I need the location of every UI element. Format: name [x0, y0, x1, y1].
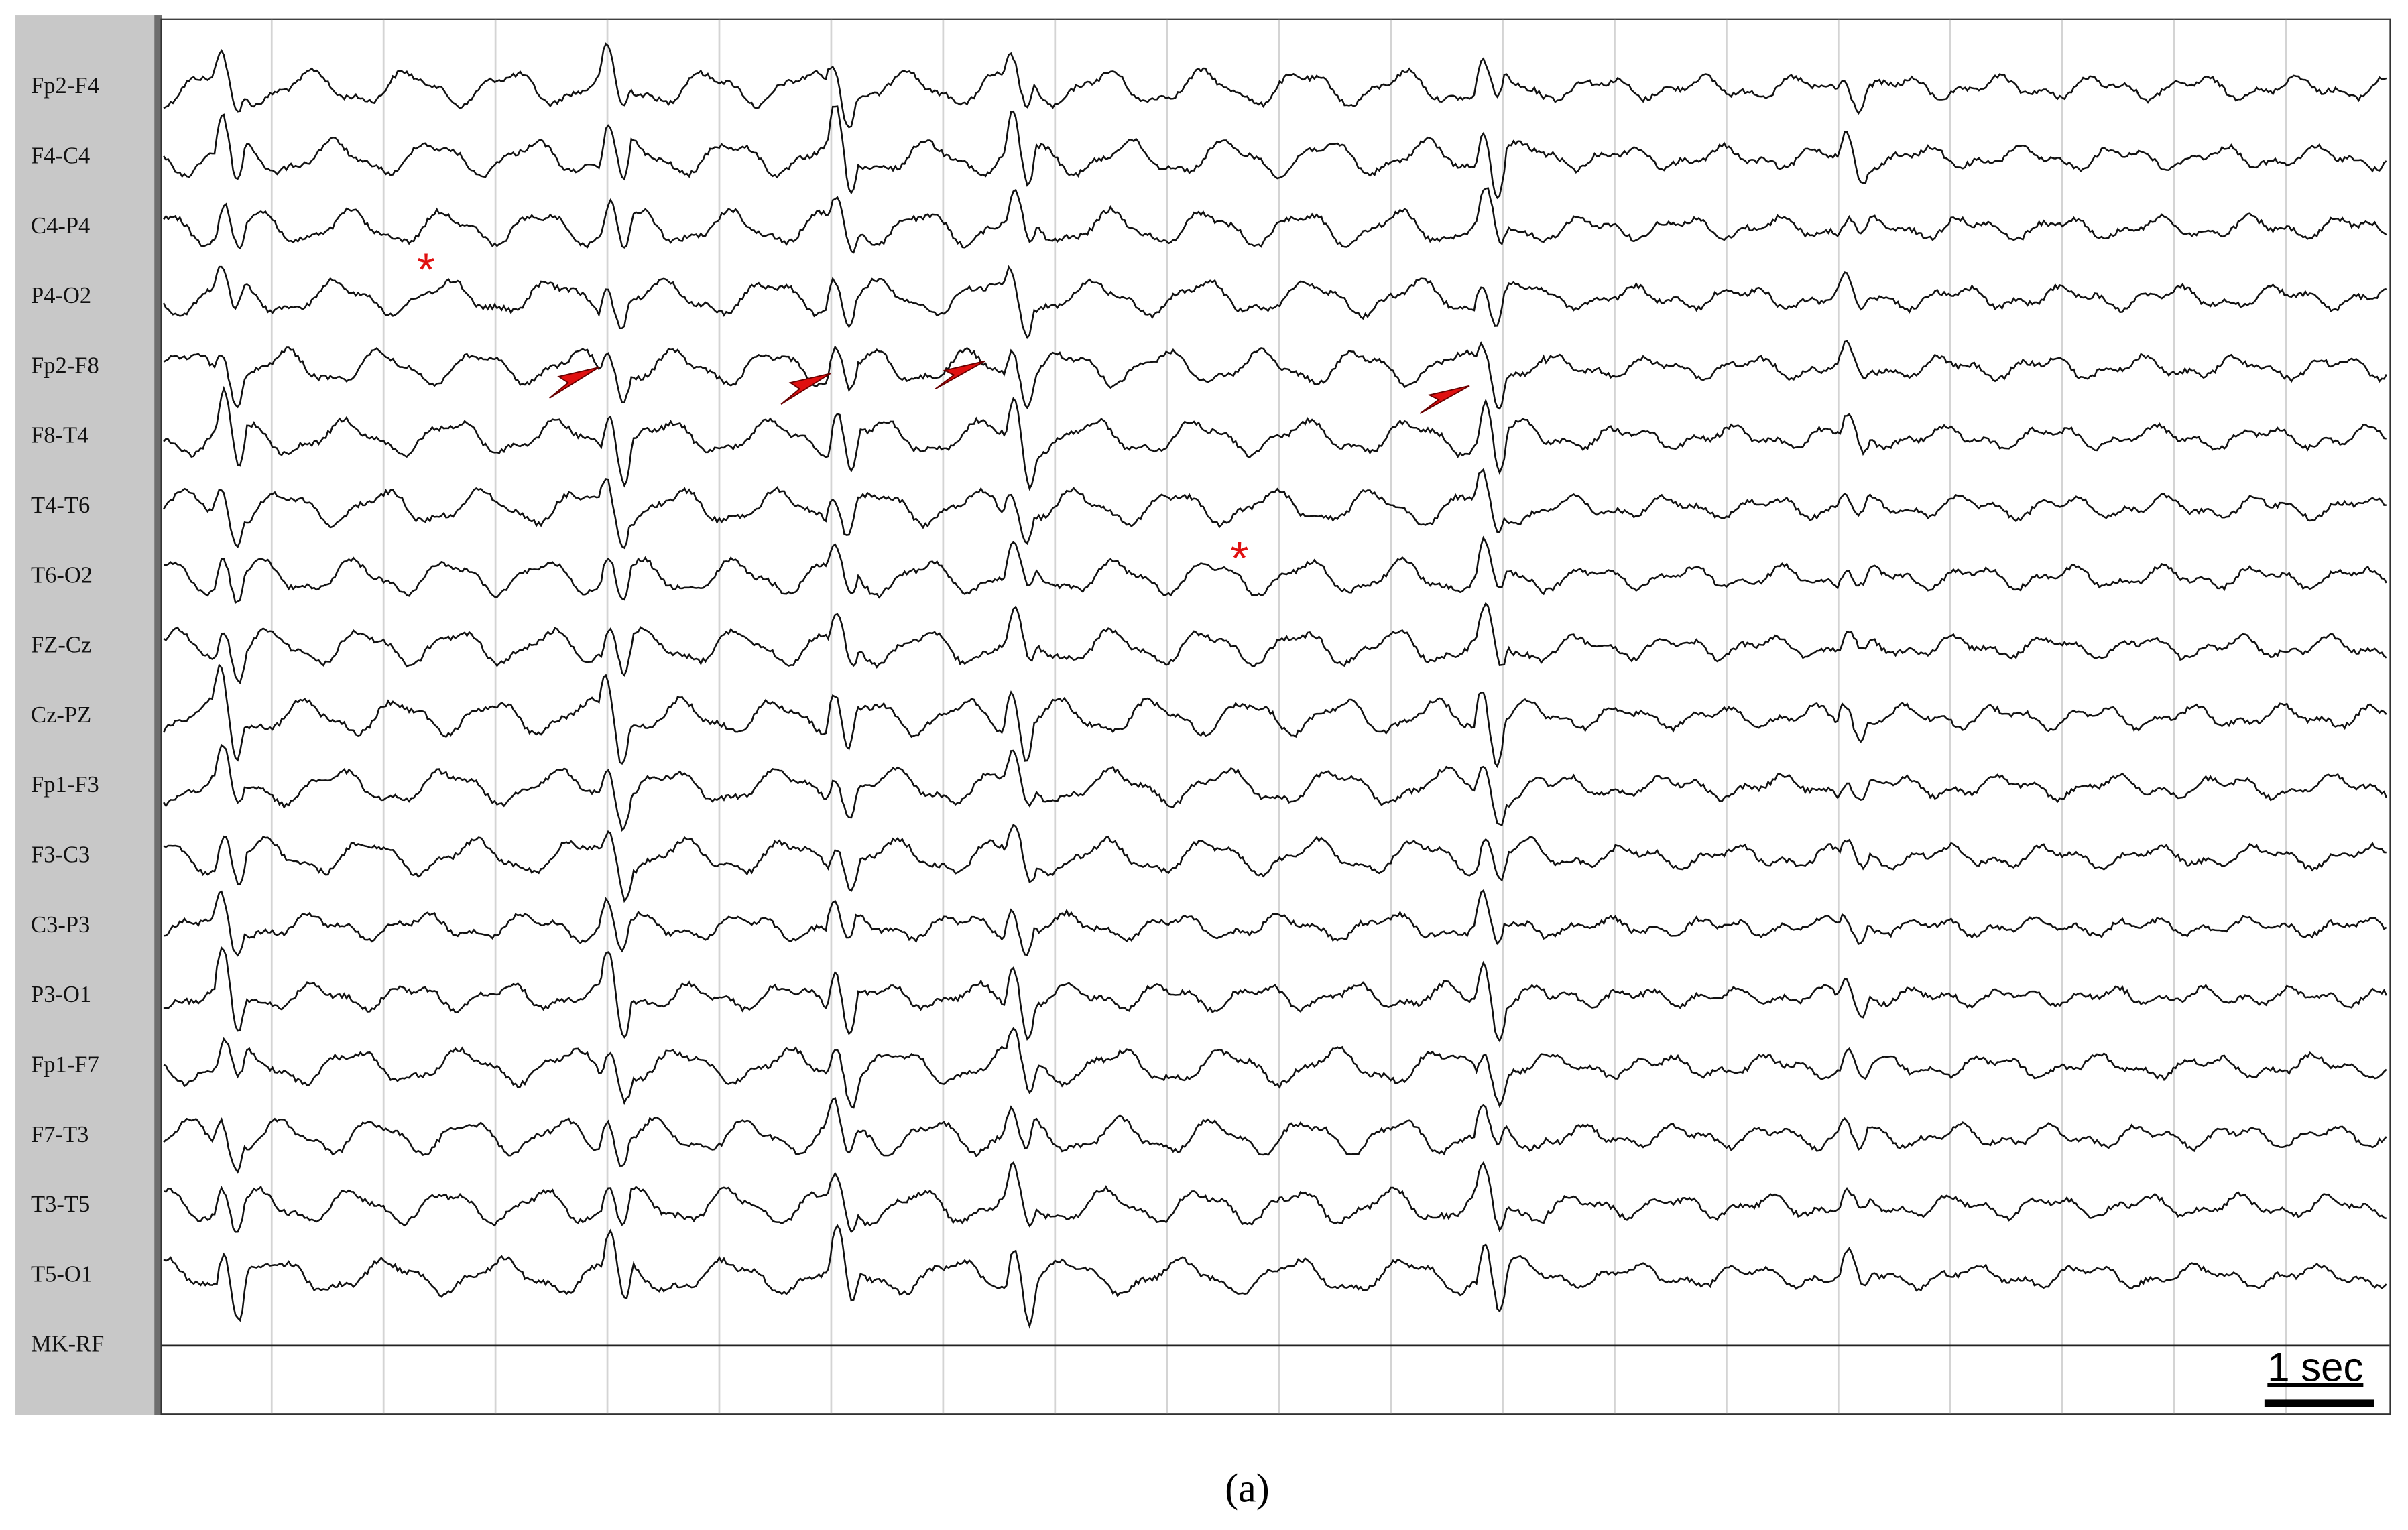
- label-panel: [15, 15, 158, 1415]
- eeg-trace: [164, 535, 2387, 604]
- panel-label: (a): [1225, 1466, 1269, 1510]
- arrowhead: [1419, 385, 1470, 414]
- traces: [162, 42, 2387, 1329]
- eeg-trace: [163, 105, 2387, 200]
- eeg-trace: [162, 468, 2387, 550]
- asterisk: *: [1231, 531, 1249, 584]
- channel-label: F8-T4: [31, 423, 88, 448]
- channel-label: T3-T5: [31, 1192, 90, 1217]
- channel-label: Fp1-F7: [31, 1051, 99, 1077]
- plot-frame: [160, 18, 2391, 1415]
- eeg-trace: [162, 265, 2387, 340]
- channel-label: Fp1-F3: [31, 772, 99, 798]
- channel-label: F3-C3: [31, 842, 90, 868]
- channel-label: T5-O1: [31, 1261, 93, 1287]
- panel-divider: [154, 15, 162, 1415]
- eeg-trace: [163, 1161, 2387, 1234]
- eeg-trace: [162, 663, 2387, 769]
- eeg-trace: [163, 385, 2387, 491]
- arrowhead: [780, 373, 831, 405]
- channel-labels: Fp2-F4 F4-C4 C4-P4 P4-O2 Fp2-F8 F8-T4 T4-T6 T6-…: [31, 73, 104, 1357]
- channel-label: MK-RF: [31, 1332, 104, 1357]
- channel-label: F7-T3: [31, 1122, 88, 1147]
- channel-label: Cz-PZ: [31, 702, 91, 728]
- arrowheads: [549, 360, 1470, 414]
- asterisk: *: [417, 243, 435, 296]
- eeg-trace: [163, 946, 2387, 1043]
- channel-label: F4-C4: [31, 143, 90, 168]
- channel-label: T6-O2: [31, 562, 93, 588]
- eeg-trace: [163, 889, 2387, 957]
- eeg-trace: [163, 1224, 2387, 1329]
- eeg-trace: [163, 1096, 2387, 1174]
- channel-label: Fp2-F8: [31, 353, 99, 378]
- channel-label: FZ-Cz: [31, 633, 91, 658]
- channel-label: T4-T6: [31, 493, 90, 518]
- eeg-trace: [163, 340, 2387, 410]
- arrowhead: [935, 360, 985, 390]
- channel-label: C4-P4: [31, 213, 90, 239]
- scale-bar: [2264, 1399, 2374, 1407]
- eeg-trace: [163, 42, 2387, 129]
- arrowhead: [549, 367, 599, 399]
- eeg-trace: [163, 602, 2387, 685]
- scale-label: 1 sec: [2267, 1344, 2363, 1389]
- channel-label: P4-O2: [31, 283, 91, 308]
- channel-label: Fp2-F4: [31, 73, 99, 99]
- eeg-trace: [163, 1027, 2387, 1109]
- eeg-trace: [163, 187, 2387, 254]
- eeg-trace: [163, 824, 2387, 903]
- eeg-trace: [163, 743, 2387, 832]
- channel-label: P3-O1: [31, 982, 91, 1007]
- channel-label: C3-P3: [31, 912, 90, 938]
